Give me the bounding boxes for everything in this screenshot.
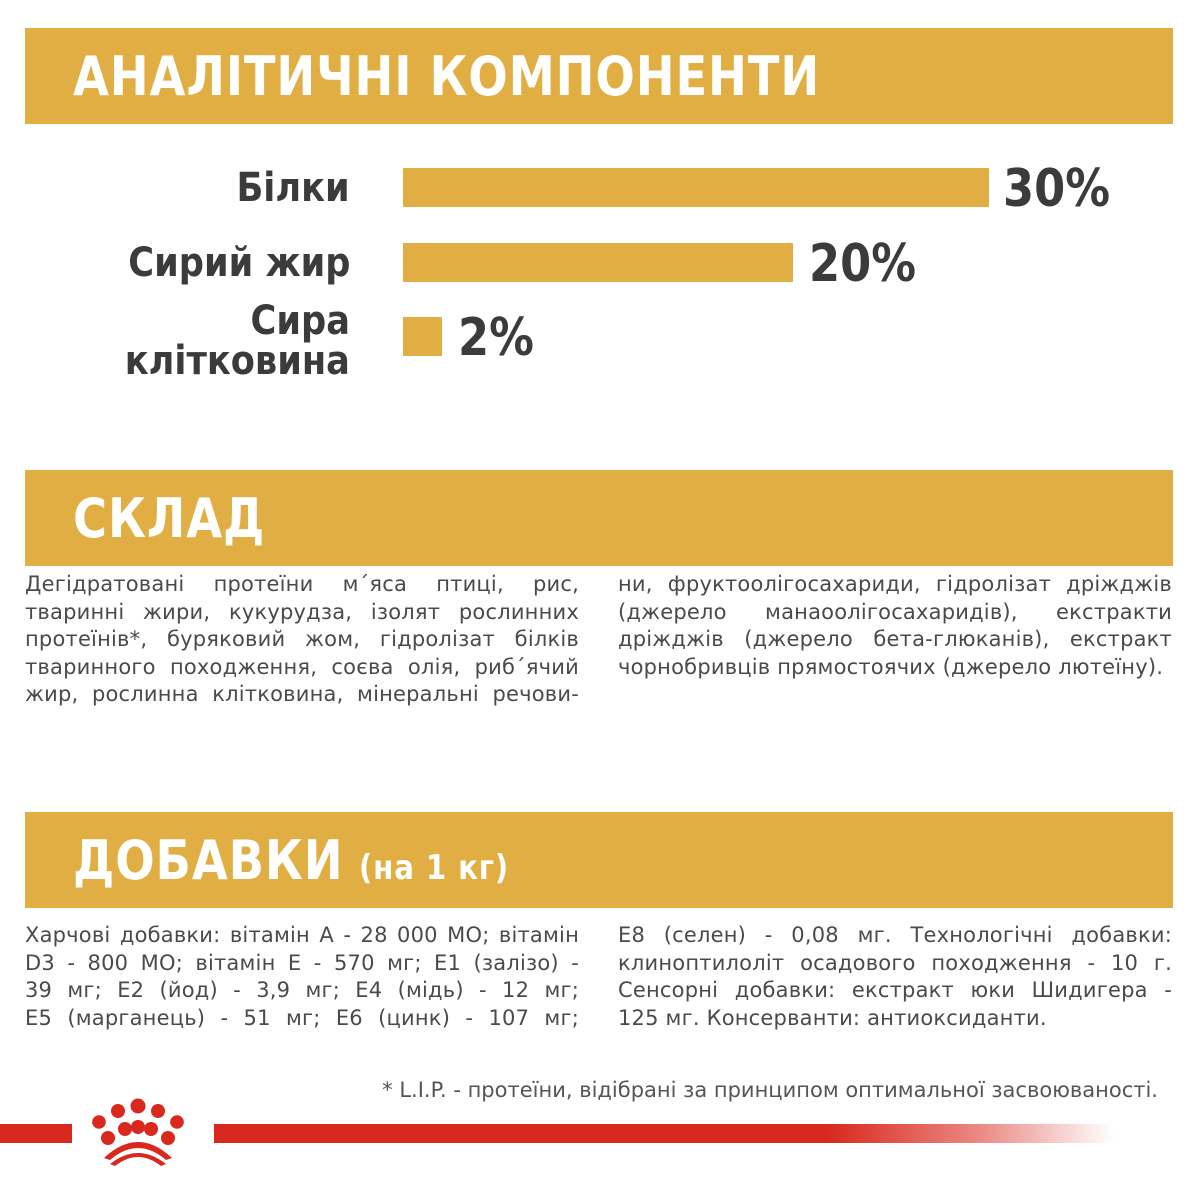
composition-line: протеїнів*, буряковий жом, гідролізат бі… — [25, 627, 579, 651]
additives-line: 39 мг; Е2 (йод) - 3,9 мг; Е4 (мідь) - 12… — [25, 978, 579, 1002]
brand-stripe-right — [214, 1124, 1114, 1143]
additives-line: Сенсорні добавки: екстракт юки Шидигера … — [618, 978, 1172, 1002]
composition-text-right: ни, фруктоолігосахариди, гідролізат дріж… — [618, 571, 1172, 681]
additives-subtitle: (на 1 кг) — [358, 847, 510, 888]
composition-title: СКЛАД — [73, 486, 266, 550]
nutrient-value: 20% — [809, 234, 917, 294]
footnote: * L.I.P. - протеїни, відібрані за принци… — [382, 1078, 1158, 1102]
additives-line: D3 - 800 МО; вітамін Е - 570 мг; Е1 (зал… — [25, 950, 579, 975]
nutrient-label-line1: Сира — [250, 298, 350, 344]
nutrient-value: 2% — [458, 308, 534, 368]
composition-line: (джерело манаоолігосахаридів), екстракти — [618, 599, 1172, 624]
additives-header: ДОБАВКИ (на 1 кг) — [25, 812, 1173, 908]
composition-line: Дегідратовані протеїни м΄яса птиці, рис, — [25, 572, 579, 596]
crown-logo-icon — [82, 1096, 194, 1166]
additives-line: Е5 (марганець) - 51 мг; Е6 (цинк) - 107 … — [25, 1005, 579, 1030]
nutrient-bar — [403, 317, 442, 356]
nutrient-label: Білки — [236, 165, 350, 211]
additives-line: 125 мг. Консерванти: антиоксиданти. — [618, 1005, 1047, 1030]
additives-title-main: ДОБАВКИ — [73, 828, 344, 892]
composition-line: тваринні жири, кукурудза, ізолят рослинн… — [25, 599, 579, 624]
composition-line: жир, рослинна клітковина, мінеральні реч… — [25, 682, 579, 706]
additives-line: клиноптилоліт осадового походження - 10 … — [618, 950, 1172, 975]
additives-title: ДОБАВКИ (на 1 кг) — [73, 829, 509, 892]
composition-header: СКЛАД — [25, 470, 1173, 566]
additives-line: Е8 (селен) - 0,08 мг. Технологічні добав… — [618, 923, 1172, 947]
additives-line: Харчові добавки: вітамін А - 28 000 МО; … — [25, 923, 579, 947]
composition-line: чорнобривців прямостоячих (джерело лютеї… — [618, 654, 1164, 679]
analytic-components-header: АНАЛІТИЧНІ КОМПОНЕНТИ — [25, 28, 1173, 124]
analytic-components-title: АНАЛІТИЧНІ КОМПОНЕНТИ — [73, 44, 821, 108]
additives-text-left: Харчові добавки: вітамін А - 28 000 МО; … — [25, 922, 579, 1032]
composition-line: ни, фруктоолігосахариди, гідролізат дріж… — [618, 572, 1172, 596]
composition-line: дріжджів (джерело бета-глюканів), екстра… — [618, 627, 1172, 651]
nutrient-bar — [403, 243, 793, 282]
composition-line: тваринного походження, соєва олія, риб΄я… — [25, 654, 579, 679]
additives-text-right: Е8 (селен) - 0,08 мг. Технологічні добав… — [618, 922, 1172, 1032]
nutrient-value: 30% — [1003, 159, 1111, 219]
composition-text-left: Дегідратовані протеїни м΄яса птиці, рис,… — [25, 571, 579, 709]
nutrient-label: Сирий жир — [127, 240, 350, 286]
nutrient-bar — [403, 168, 989, 207]
brand-stripe-left — [0, 1124, 72, 1143]
nutrient-label-line2: клітковина — [124, 338, 350, 384]
